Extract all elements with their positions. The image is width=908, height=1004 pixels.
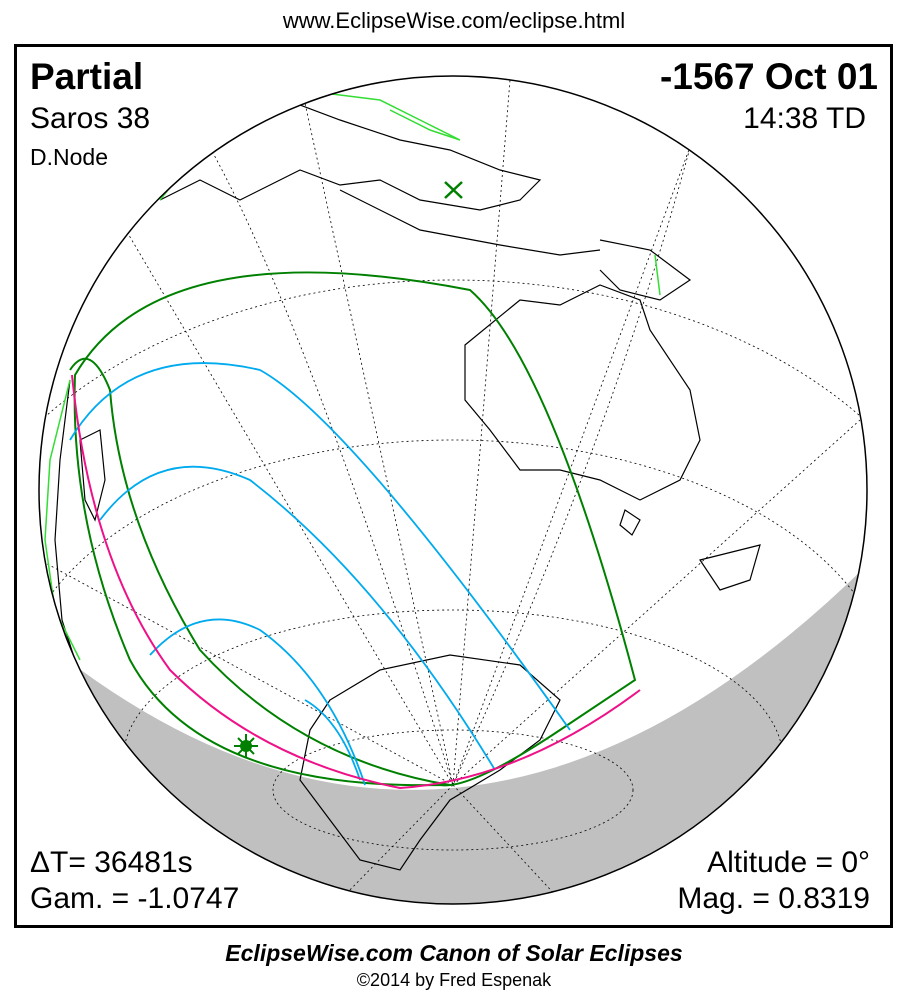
saros-number: Saros 38 bbox=[30, 102, 151, 135]
magnitude-line bbox=[304, 699, 361, 781]
australia bbox=[464, 284, 701, 501]
greatest-eclipse-x-icon bbox=[444, 181, 463, 199]
sunrise-point-star-icon bbox=[234, 734, 258, 758]
outer-limit-line bbox=[73, 271, 637, 787]
magnitude-line bbox=[99, 465, 496, 771]
globe-outline bbox=[38, 75, 868, 905]
altitude: Altitude = 0° bbox=[707, 846, 870, 879]
delta-t: ΔT= 36481s bbox=[30, 846, 193, 879]
gamma: Gam. = -1.0747 bbox=[30, 882, 240, 915]
footer-title: EclipseWise.com Canon of Solar Eclipses bbox=[225, 940, 683, 966]
eclipse-time: 14:38 TD bbox=[743, 102, 866, 135]
map-frame bbox=[14, 44, 893, 928]
source-url: www.EclipseWise.com/eclipse.html bbox=[282, 8, 626, 33]
node: D.Node bbox=[30, 144, 108, 170]
eclipse-type: Partial bbox=[30, 56, 144, 97]
globe bbox=[39, 76, 867, 904]
magnitude-line bbox=[149, 618, 366, 786]
footer-copyright: ©2014 by Fred Espenak bbox=[356, 970, 552, 990]
magnitude-line bbox=[69, 362, 571, 731]
antarctica bbox=[299, 654, 561, 871]
rise-set-line bbox=[69, 357, 451, 786]
eclipse-date: -1567 Oct 01 bbox=[659, 56, 878, 97]
max-eclipse-line bbox=[71, 374, 641, 790]
magnitude: Mag. = 0.8319 bbox=[677, 882, 870, 915]
